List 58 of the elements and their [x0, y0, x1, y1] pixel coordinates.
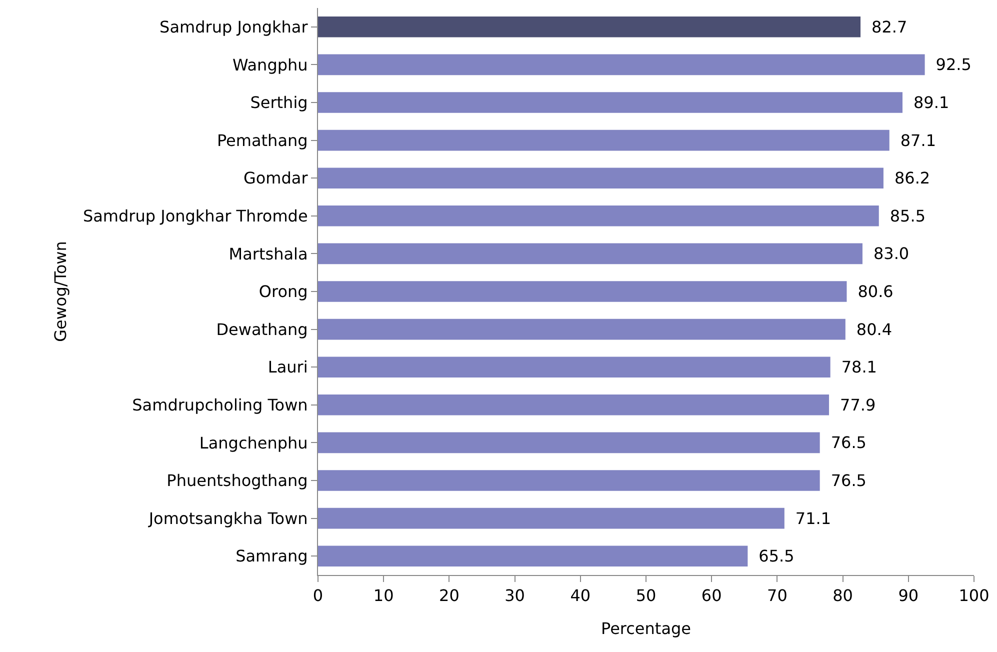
bar: [318, 546, 748, 566]
bar: [318, 394, 830, 416]
bar: [318, 206, 879, 226]
x-tick-label: 90: [898, 586, 919, 606]
y-axis-title: Gewog/Town: [50, 241, 70, 342]
y-tick-label: Martshala: [228, 244, 308, 264]
data-label: 83.0: [865, 244, 910, 264]
x-tick-label: 70: [767, 586, 788, 606]
bar: [318, 318, 846, 340]
bar: [318, 16, 861, 38]
bar: [318, 432, 820, 454]
data-label: 71.1: [787, 508, 832, 528]
bar: [318, 508, 784, 529]
bar: [318, 356, 830, 378]
x-axis-title: Percentage: [600, 618, 692, 638]
x-tick-label: 10: [373, 586, 394, 606]
y-tick-label: Orong: [258, 282, 308, 302]
x-tick-label: 0: [312, 586, 324, 606]
y-tick-label: Samdrup Jongkhar: [160, 18, 308, 36]
x-tick-label: 40: [570, 586, 591, 606]
bar: [318, 130, 890, 151]
x-tick-label: 30: [504, 586, 525, 606]
bar: [318, 54, 925, 76]
data-label: 86.2: [886, 168, 930, 188]
data-label: 65.5: [750, 546, 794, 566]
x-tick-label: 50: [636, 586, 656, 606]
y-tick-label: Samdrupcholing Town: [132, 396, 308, 414]
y-tick-label: Langchenphu: [199, 433, 308, 452]
y-tick-label: Pemathang: [216, 130, 308, 150]
bar: [318, 168, 884, 188]
data-label: 92.5: [928, 55, 972, 74]
y-tick-label: Samrang: [236, 546, 308, 566]
data-label: 77.9: [832, 395, 876, 414]
bar: [318, 281, 847, 302]
data-label: 89.1: [906, 93, 950, 112]
y-tick-label: Jomotsangkha Town: [148, 508, 308, 528]
data-label: 82.7: [864, 17, 908, 36]
x-tick-label: 80: [832, 586, 853, 606]
data-label: 78.1: [833, 358, 877, 377]
bar: [318, 243, 862, 264]
data-label: 85.5: [882, 206, 926, 226]
y-tick-label: Serthig: [250, 93, 308, 112]
y-tick-label: Wangphu: [232, 55, 308, 74]
data-label: 80.6: [850, 282, 894, 301]
x-tick-label: 20: [439, 586, 460, 606]
bar: [318, 470, 820, 491]
bar: [318, 92, 902, 113]
y-tick-label: Phuentshogthang: [166, 471, 308, 490]
data-label: 80.4: [848, 320, 892, 339]
x-tick-label: 60: [701, 586, 722, 606]
y-tick-label: Gomdar: [243, 168, 308, 188]
y-tick-label: Samdrup Jongkhar Thromde: [82, 206, 308, 226]
data-label: 76.5: [822, 471, 866, 490]
y-tick-label: Lauri: [268, 358, 308, 377]
x-tick-label: 100: [958, 586, 990, 606]
y-tick-label: Dewathang: [216, 320, 308, 339]
data-label: 87.1: [892, 130, 936, 150]
data-label: 76.5: [822, 433, 866, 452]
